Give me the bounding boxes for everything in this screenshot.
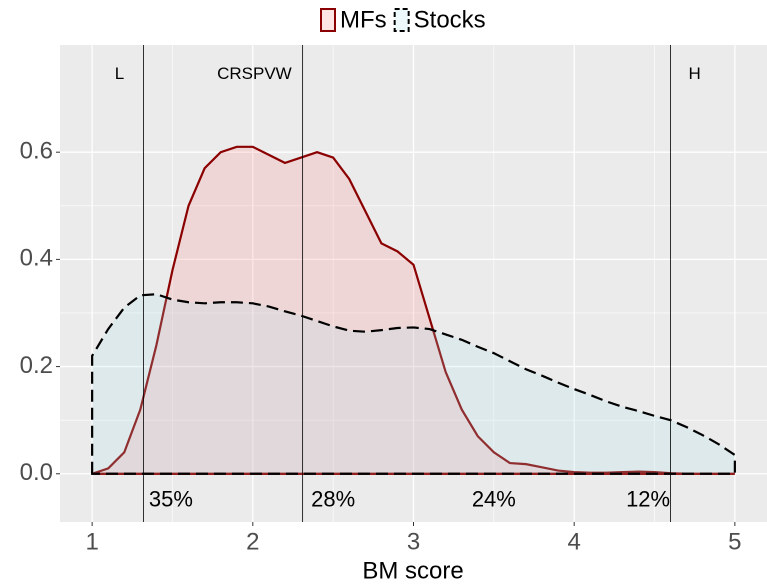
x-tick-label: 1 — [85, 528, 98, 555]
legend-label: MFs — [340, 6, 387, 33]
x-axis-label: BM score — [362, 557, 463, 584]
region-label: 24% — [472, 486, 516, 511]
area — [91, 293, 736, 475]
y-tick-label: 0.0 — [20, 459, 53, 486]
x-tick-label: 4 — [568, 528, 581, 555]
x-tick-label: 2 — [246, 528, 259, 555]
annotation: L — [115, 64, 124, 83]
y-tick-label: 0.4 — [20, 245, 53, 272]
legend: MFs Stocks — [320, 6, 486, 33]
legend-key — [320, 8, 336, 32]
region-label: 12% — [626, 486, 670, 511]
annotation: H — [689, 64, 701, 83]
y-tick-label: 0.2 — [20, 352, 53, 379]
y-tick-label: 0.6 — [20, 138, 53, 165]
annotation: CRSPVW — [217, 64, 292, 83]
x-tick-label: 3 — [407, 528, 420, 555]
legend-label: Stocks — [414, 6, 486, 33]
region-label: 35% — [149, 486, 193, 511]
x-tick-label: 5 — [728, 528, 741, 555]
area — [91, 145, 735, 475]
legend-key — [393, 8, 410, 32]
region-label: 28% — [311, 486, 355, 511]
